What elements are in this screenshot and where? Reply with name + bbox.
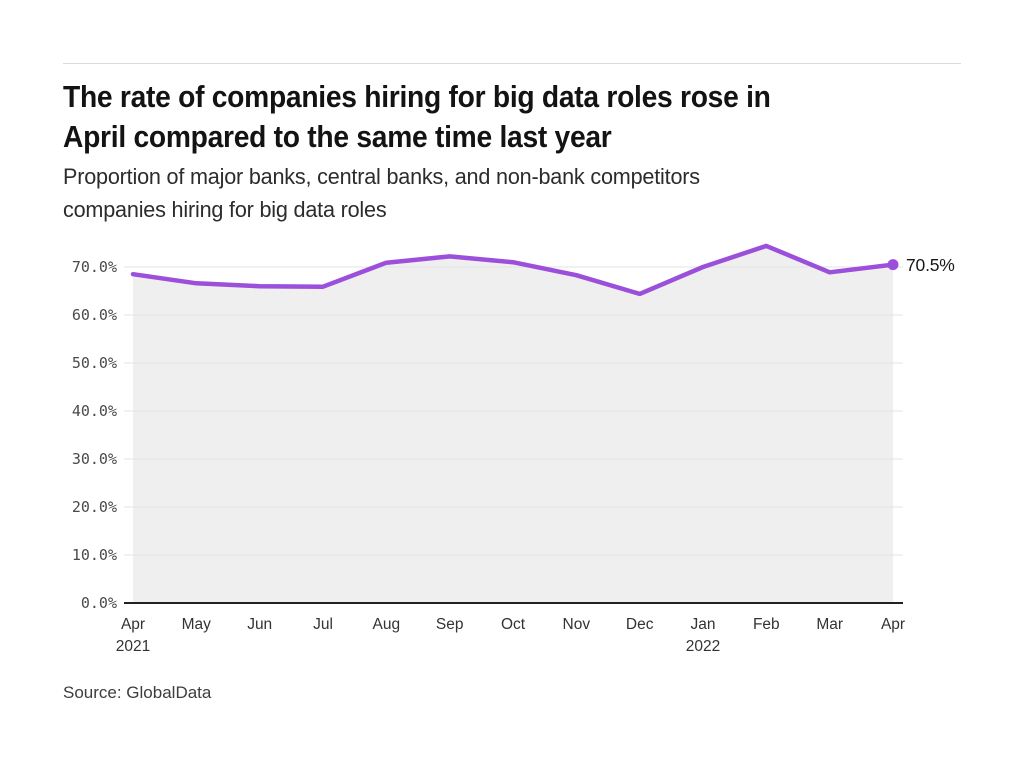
x-tick-label: Jul [313, 616, 333, 633]
chart-title: The rate of companies hiring for big dat… [63, 77, 771, 157]
x-tick-label: Jan [691, 616, 716, 633]
chart-title-line1: The rate of companies hiring for big dat… [63, 79, 771, 114]
chart-subtitle: Proportion of major banks, central banks… [63, 160, 700, 226]
y-tick-label: 0.0% [81, 594, 117, 612]
x-year-label: 2021 [116, 638, 150, 655]
x-tick-label: Jun [247, 616, 272, 633]
source-note: Source: GlobalData [63, 683, 212, 702]
x-tick-label: Feb [753, 616, 780, 633]
y-tick-label: 10.0% [72, 546, 117, 564]
x-tick-label: Nov [563, 616, 591, 633]
x-tick-label: Aug [373, 616, 401, 633]
x-tick-label: Sep [436, 616, 464, 633]
top-divider [63, 63, 961, 64]
x-tick-label: Oct [501, 616, 526, 633]
chart-title-line2: April compared to the same time last yea… [63, 119, 612, 154]
end-value-label: 70.5% [906, 255, 955, 275]
area-fill [133, 245, 893, 603]
x-year-label: 2022 [686, 638, 720, 655]
y-tick-label: 50.0% [72, 354, 117, 372]
x-tick-label: Apr [881, 616, 905, 633]
data-line [130, 243, 896, 297]
y-tick-label: 30.0% [72, 450, 117, 468]
end-marker [887, 259, 899, 271]
y-tick-label: 60.0% [72, 306, 117, 324]
y-tick-label: 70.0% [72, 258, 117, 276]
x-tick-label: Mar [816, 616, 843, 633]
chart-subtitle-line1: Proportion of major banks, central banks… [63, 164, 700, 189]
chart-subtitle-line2: companies hiring for big data roles [63, 197, 387, 222]
y-tick-label: 40.0% [72, 402, 117, 420]
x-tick-label: May [182, 616, 212, 633]
y-tick-label: 20.0% [72, 498, 117, 516]
x-tick-label: Apr [121, 616, 145, 633]
x-tick-label: Dec [626, 616, 654, 633]
